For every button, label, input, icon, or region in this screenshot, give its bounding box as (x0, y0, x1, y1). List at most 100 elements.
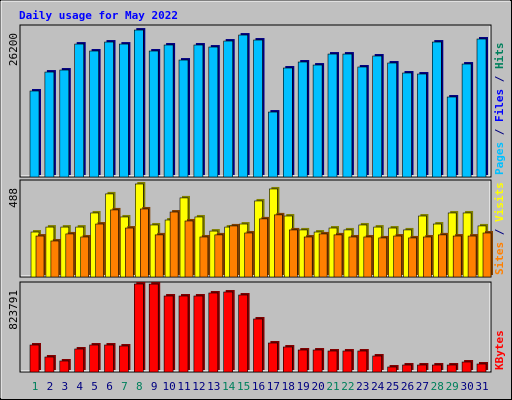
x-tick-label: 6 (106, 380, 113, 393)
legend-entry: Hits (493, 43, 506, 70)
bar (282, 346, 293, 373)
bar (312, 64, 323, 178)
bar (446, 96, 457, 178)
bar (163, 44, 174, 178)
legend: Sites / Visits (493, 182, 506, 275)
bar (238, 294, 248, 373)
bar (148, 283, 159, 373)
bar (274, 214, 283, 278)
bar (363, 236, 373, 278)
bar (482, 232, 492, 278)
bar (229, 225, 238, 278)
legend-entry: Visits (493, 182, 506, 222)
legend-entry: Sites (493, 242, 506, 275)
bar (223, 40, 233, 178)
bar (169, 211, 179, 278)
legend-entry: Pages (493, 142, 506, 175)
bar (193, 295, 204, 373)
bar (312, 349, 323, 373)
bar (437, 234, 447, 278)
bar (288, 229, 298, 278)
bar (214, 234, 224, 278)
x-tick-label: 29 (446, 380, 459, 393)
bar (333, 234, 343, 278)
bar (154, 234, 164, 278)
bar (423, 236, 432, 278)
bar (378, 237, 388, 278)
bar (268, 342, 278, 373)
bar (387, 62, 397, 178)
bar (357, 350, 368, 373)
x-tick-label: 5 (91, 380, 98, 393)
bar (178, 59, 189, 178)
x-tick-label: 9 (151, 380, 158, 393)
legend-entry: / (493, 122, 506, 142)
bar (208, 292, 219, 373)
bar (417, 73, 427, 178)
bar (387, 366, 397, 373)
x-tick-label: 19 (297, 380, 310, 393)
bar (65, 233, 75, 278)
bar (327, 350, 338, 373)
y-max-label: 488 (7, 188, 20, 208)
bar (431, 41, 442, 178)
bar (208, 46, 219, 178)
x-tick-label: 23 (356, 380, 369, 393)
bar (35, 235, 45, 278)
legend-entry: Files (493, 89, 506, 122)
bar (89, 50, 99, 178)
legend: KBytes (493, 330, 506, 370)
bar (184, 220, 194, 278)
bar (297, 349, 308, 373)
x-tick-label: 11 (177, 380, 190, 393)
bar (297, 61, 308, 178)
bar (431, 364, 442, 373)
bar (408, 237, 417, 278)
bar (44, 356, 55, 373)
bar (59, 69, 70, 178)
bar (74, 348, 84, 373)
bar (104, 41, 114, 178)
bar (119, 43, 129, 178)
bar (446, 364, 457, 373)
bar (125, 227, 134, 278)
bar (140, 208, 149, 278)
x-tick-label: 30 (460, 380, 473, 393)
x-tick-label: 22 (341, 380, 354, 393)
legend-entry: / (493, 222, 506, 242)
x-tick-label: 25 (386, 380, 399, 393)
legend-entry: / (493, 69, 506, 89)
bar (110, 209, 119, 278)
x-tick-label: 14 (222, 380, 236, 393)
bar (417, 364, 427, 373)
bar (327, 53, 338, 178)
legend: Pages / Files / Hits (493, 43, 506, 176)
bar (163, 295, 174, 373)
bar (134, 283, 144, 373)
bar (393, 235, 402, 278)
x-tick-label: 26 (401, 380, 414, 393)
x-tick-label: 7 (121, 380, 128, 393)
bar (104, 344, 114, 373)
bar (282, 67, 293, 178)
bar (223, 291, 233, 373)
bar (59, 360, 70, 373)
bar (29, 90, 40, 178)
legend-entry: KBytes (493, 330, 506, 370)
bar (44, 71, 55, 178)
y-max-label: 823791 (7, 290, 20, 330)
bar (476, 38, 487, 178)
chart-title: Daily usage for May 2022 (19, 9, 178, 22)
bar (303, 236, 313, 278)
y-max-label: 26200 (7, 33, 20, 66)
x-tick-label: 10 (162, 380, 175, 393)
x-tick-label: 8 (136, 380, 143, 393)
bar (318, 233, 328, 278)
x-tick-label: 12 (192, 380, 205, 393)
bar (95, 223, 104, 278)
bar (461, 361, 472, 373)
bar (402, 364, 412, 373)
bar (402, 72, 412, 178)
x-tick-label: 27 (416, 380, 429, 393)
